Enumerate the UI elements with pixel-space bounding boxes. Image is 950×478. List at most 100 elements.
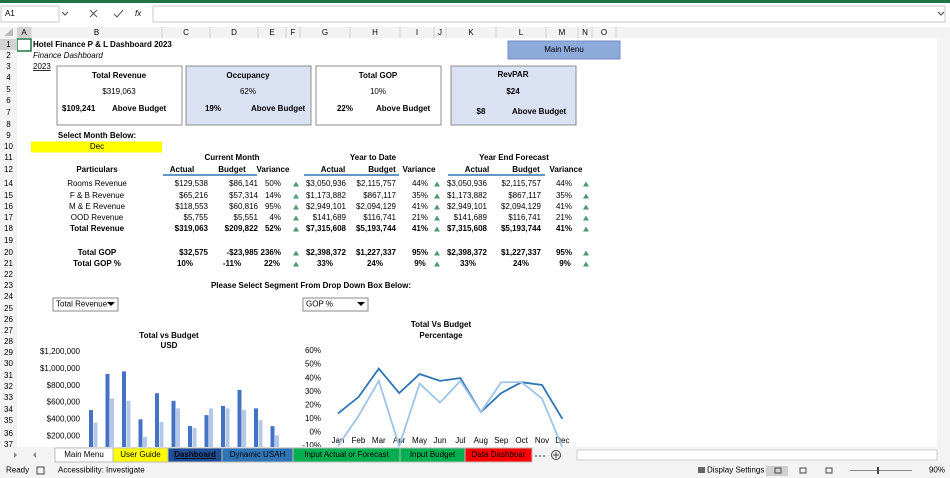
- row-header[interactable]: 27: [4, 326, 13, 335]
- line-series: [337, 378, 564, 447]
- row-header[interactable]: 15: [4, 191, 13, 200]
- table-value: $60,816: [229, 202, 258, 211]
- column-header[interactable]: L: [519, 28, 524, 37]
- name-box[interactable]: [0, 5, 60, 23]
- dropdown[interactable]: [302, 297, 369, 312]
- sheet-tab-label: Data Dashboar: [472, 450, 526, 459]
- row-header[interactable]: 35: [4, 416, 13, 425]
- column-header[interactable]: E: [269, 28, 274, 37]
- column-header[interactable]: M: [559, 28, 566, 37]
- vertical-scrollbar[interactable]: [937, 27, 950, 447]
- row-header[interactable]: 34: [4, 405, 13, 414]
- view-icon[interactable]: [799, 467, 807, 474]
- trend-up-icon: [293, 261, 299, 267]
- x-tick-label: Aug: [474, 436, 488, 445]
- column-header[interactable]: J: [438, 28, 442, 37]
- row-header[interactable]: 20: [4, 248, 13, 257]
- row-header[interactable]: 11: [4, 153, 13, 162]
- row-header[interactable]: 14: [4, 179, 13, 188]
- row-header[interactable]: 32: [4, 382, 13, 391]
- sheet-tab[interactable]: [464, 447, 533, 463]
- row-header[interactable]: 16: [4, 202, 13, 211]
- x-tick-label: Apr: [393, 436, 406, 445]
- sheet-tab-label: Dashboard: [174, 450, 216, 459]
- normal-view[interactable]: [766, 466, 788, 476]
- main-menu-button[interactable]: [507, 40, 621, 60]
- column-title: Budget: [512, 165, 540, 174]
- bar: [204, 415, 209, 447]
- column-header[interactable]: F: [291, 28, 296, 37]
- zoom-thumb[interactable]: [877, 467, 879, 474]
- row-header[interactable]: 5: [6, 85, 11, 94]
- row-header[interactable]: 33: [4, 393, 13, 402]
- row-header[interactable]: 12: [4, 165, 13, 174]
- row-header[interactable]: 9: [6, 131, 11, 140]
- accessibility-status[interactable]: Accessibility: Investigate: [58, 466, 145, 475]
- more-tabs-dot[interactable]: [539, 455, 541, 457]
- column-header[interactable]: N: [582, 28, 588, 37]
- column-header[interactable]: D: [231, 28, 237, 37]
- row-header[interactable]: 10: [4, 142, 13, 151]
- row-header[interactable]: 25: [4, 304, 13, 313]
- table-value: $141,689: [454, 213, 488, 222]
- month-cell[interactable]: [31, 141, 162, 153]
- row-header[interactable]: 36: [4, 429, 13, 438]
- row-header[interactable]: 4: [6, 73, 11, 82]
- table-value: $118,553: [175, 202, 208, 211]
- row-header[interactable]: 1: [6, 40, 11, 49]
- table-value: $2,949,101: [306, 202, 347, 211]
- row-label: OOD Revenue: [71, 213, 124, 222]
- row-header[interactable]: 8: [6, 120, 11, 129]
- row-header[interactable]: 2: [6, 51, 11, 60]
- row-header[interactable]: 26: [4, 315, 13, 324]
- bar: [171, 400, 176, 447]
- name-box-dropdown[interactable]: [61, 11, 69, 16]
- column-header[interactable]: C: [183, 28, 189, 37]
- more-tabs-dot[interactable]: [543, 455, 545, 457]
- formula-expand[interactable]: [937, 11, 945, 16]
- table-value: 95%: [412, 248, 428, 257]
- display-settings[interactable]: Display Settings: [707, 466, 764, 475]
- view-icon[interactable]: [825, 467, 833, 474]
- dropdown[interactable]: [52, 297, 119, 312]
- table-value: $5,193,744: [501, 224, 542, 233]
- row-header[interactable]: 23: [4, 281, 13, 290]
- row-header[interactable]: 3: [6, 62, 11, 71]
- column-header[interactable]: B: [94, 28, 99, 37]
- row-header[interactable]: 28: [4, 337, 13, 346]
- formula-input[interactable]: [152, 5, 946, 23]
- add-sheet[interactable]: [551, 450, 561, 460]
- fx-icon[interactable]: fx: [135, 9, 142, 18]
- cancel-icon[interactable]: [89, 9, 98, 18]
- row-header[interactable]: 30: [4, 359, 13, 368]
- table-value: $2,398,372: [447, 248, 488, 257]
- enter-icon[interactable]: [113, 9, 124, 18]
- row-header[interactable]: 6: [6, 96, 11, 105]
- row-header[interactable]: 22: [4, 270, 13, 279]
- row-header[interactable]: 24: [4, 292, 13, 301]
- table-value: $2,094,129: [356, 202, 397, 211]
- row-header[interactable]: 29: [4, 348, 13, 357]
- table-value: $86,141: [229, 179, 258, 188]
- horizontal-scrollbar[interactable]: [576, 449, 938, 461]
- row-header[interactable]: 37: [4, 440, 13, 449]
- row-header[interactable]: 19: [4, 236, 13, 245]
- trend-up-icon: [293, 193, 299, 199]
- column-header[interactable]: O: [601, 28, 607, 37]
- column-header[interactable]: G: [322, 28, 328, 37]
- column-header[interactable]: H: [372, 28, 378, 37]
- row-header[interactable]: 18: [4, 224, 13, 233]
- more-tabs-dot[interactable]: [535, 455, 537, 457]
- select-all[interactable]: [4, 28, 13, 36]
- column-header[interactable]: I: [416, 28, 418, 37]
- row-header[interactable]: 21: [4, 259, 13, 268]
- row-header[interactable]: 7: [6, 108, 11, 117]
- zoom-level[interactable]: 90%: [929, 466, 945, 475]
- group-header: Year to Date: [350, 153, 397, 162]
- column-header[interactable]: K: [468, 28, 474, 37]
- row-header[interactable]: 17: [4, 213, 13, 222]
- view-icon[interactable]: [774, 467, 782, 474]
- column-header[interactable]: A: [21, 28, 27, 37]
- row-header[interactable]: 31: [4, 371, 13, 380]
- x-tick-label: Mar: [372, 436, 386, 445]
